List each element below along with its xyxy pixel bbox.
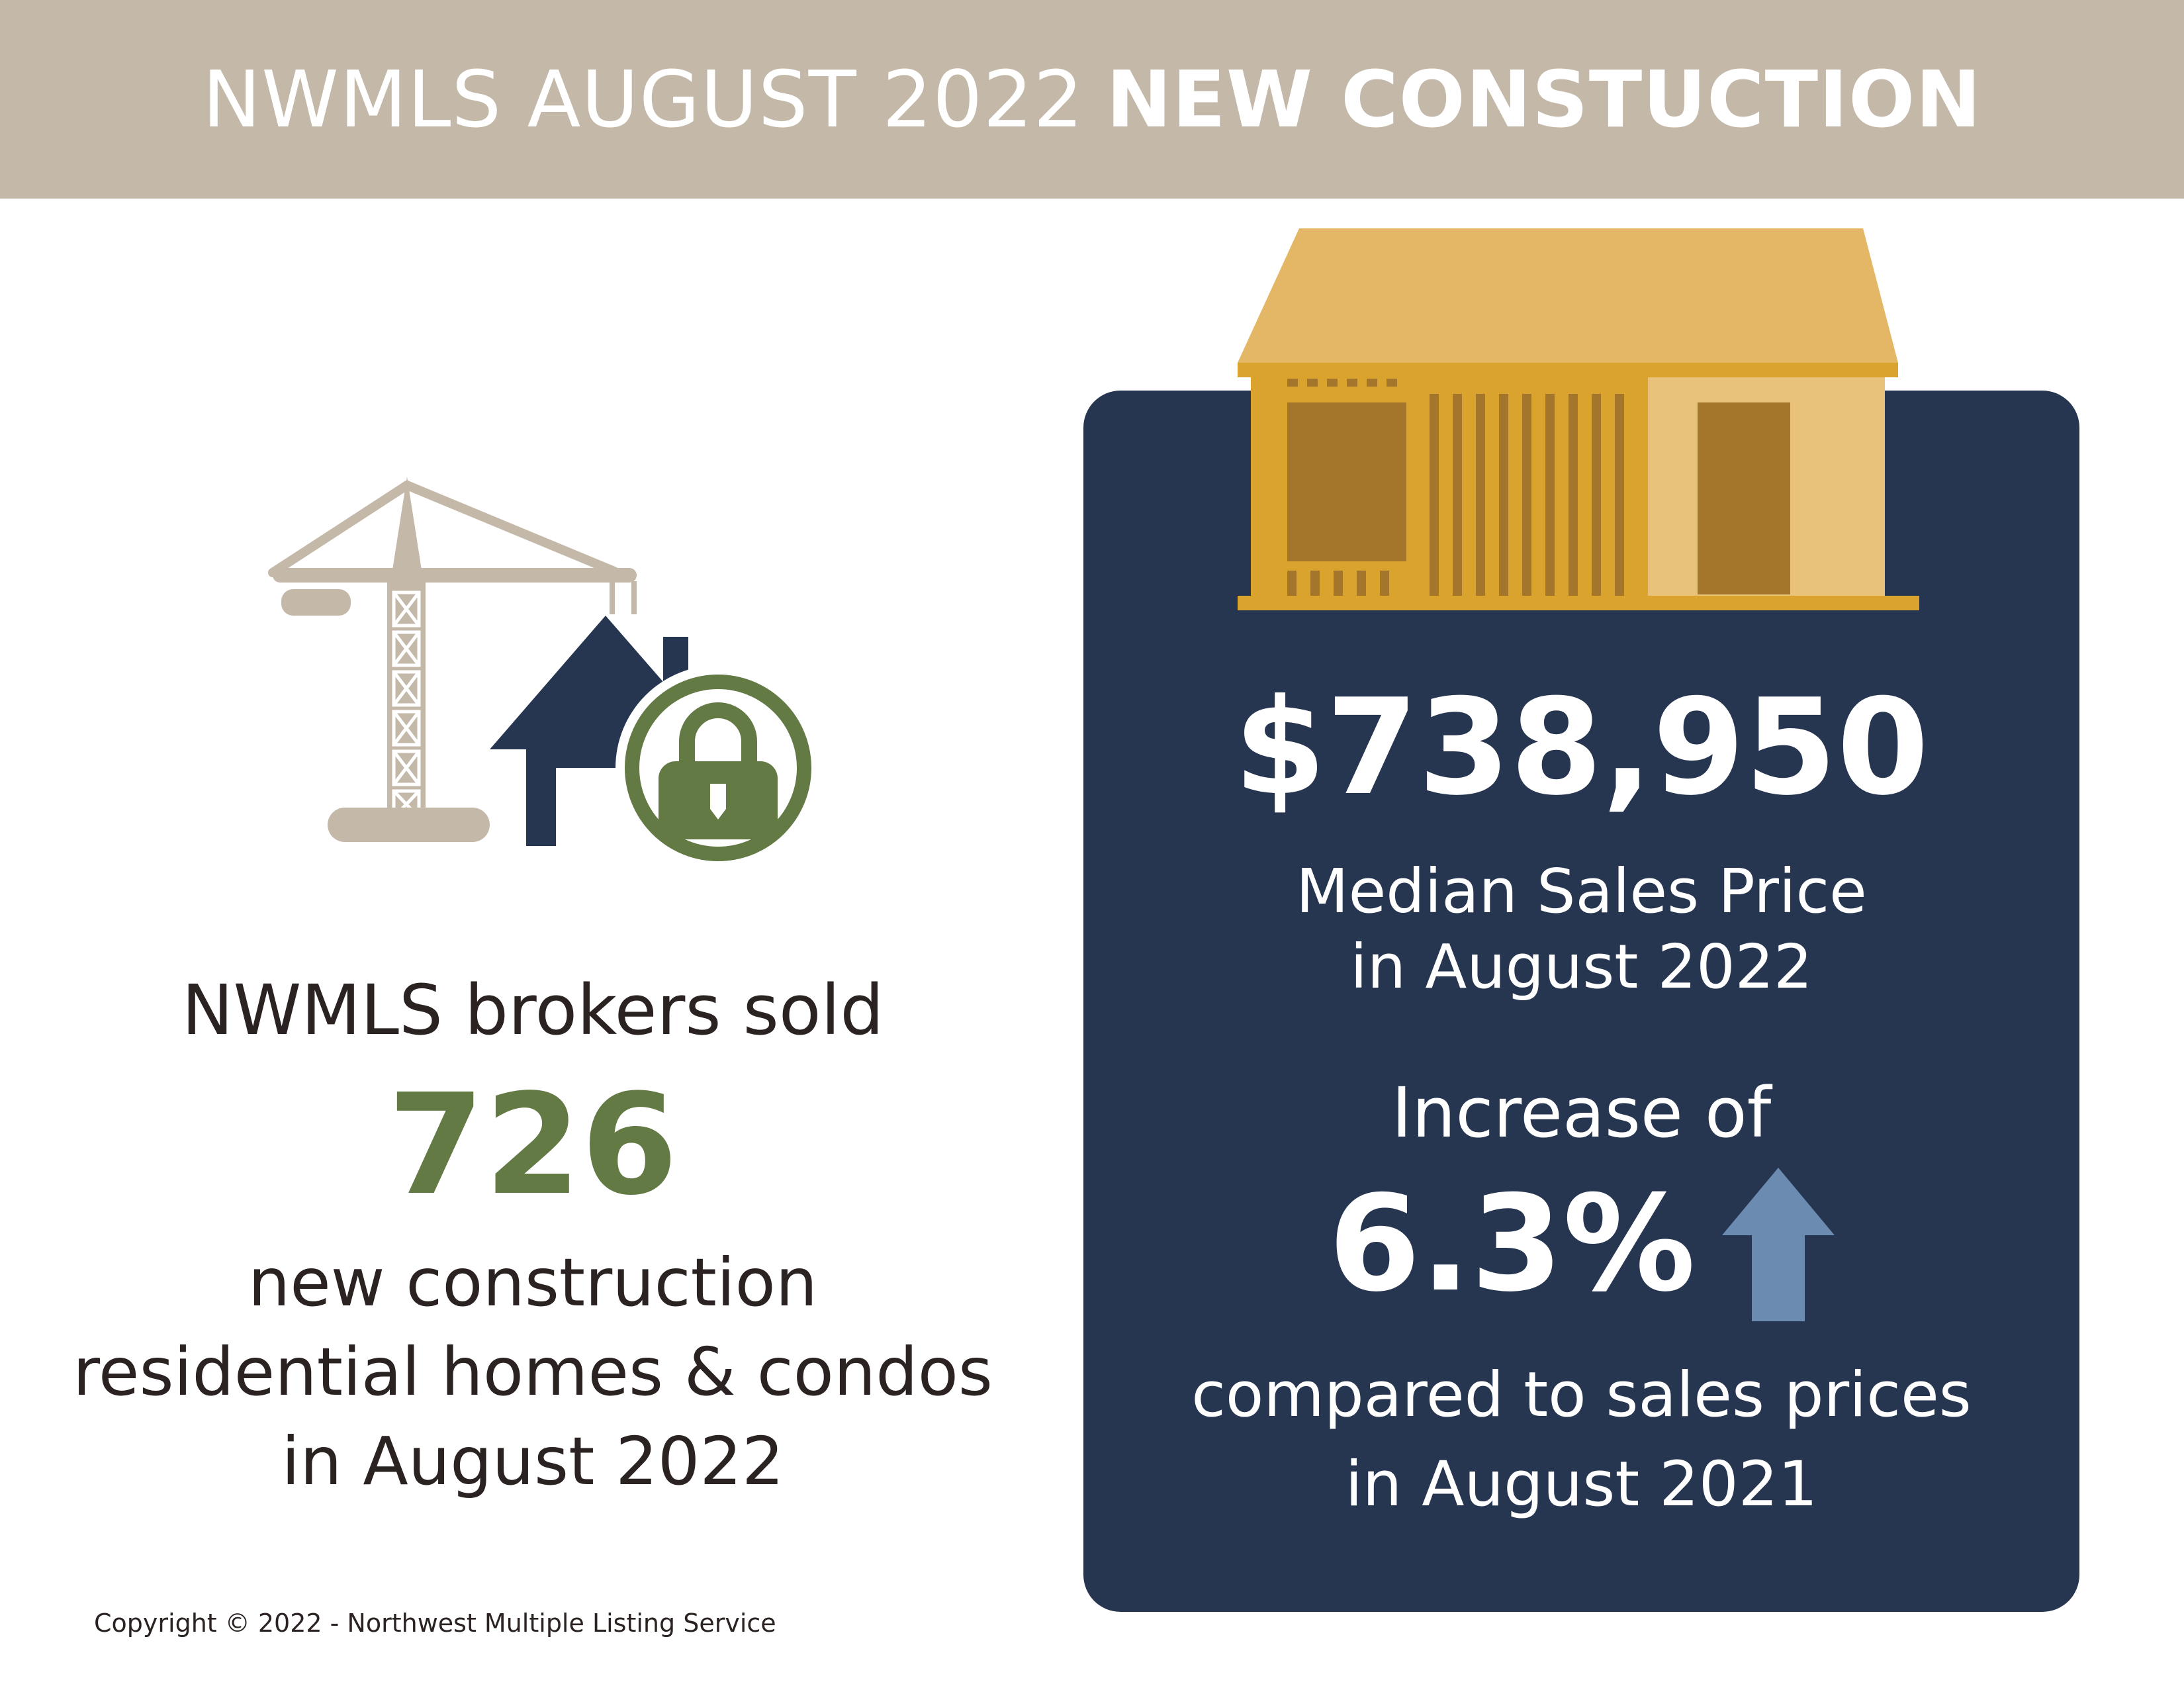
lock-icon (615, 665, 821, 870)
header-title-bold: NEW CONSTUCTION (1106, 54, 1982, 145)
comparison-text-line: compared to sales prices (1191, 1359, 1972, 1431)
crane-icon (268, 477, 637, 842)
crane-house-lock-graphic (268, 477, 821, 870)
sold-description-line: in August 2022 (281, 1423, 784, 1500)
median-price-label: Median Sales Price in August 2022 (1083, 854, 2079, 1005)
sold-description: new construction residential homes & con… (26, 1238, 1039, 1506)
header-title-light: NWMLS AUGUST 2022 (202, 54, 1084, 145)
sold-count: 726 (387, 1064, 678, 1226)
house-icon (490, 616, 688, 846)
price-change-row: 6.3% (1083, 1165, 2079, 1324)
copyright-notice: Copyright © 2022 - Northwest Multiple Li… (94, 1609, 776, 1638)
increase-label: Increase of (1391, 1072, 1772, 1153)
median-price-label-line: Median Sales Price (1296, 856, 1867, 927)
sold-lead-text: NWMLS brokers sold (181, 970, 884, 1051)
median-price-value: $738,950 (1234, 671, 1929, 825)
sold-description-line: new construction (248, 1244, 818, 1321)
median-price-label-line: in August 2022 (1350, 931, 1813, 1002)
price-change-value: 6.3% (1328, 1167, 1696, 1321)
comparison-text: compared to sales prices in August 2021 (1083, 1350, 2079, 1529)
comparison-text-line: in August 2021 (1345, 1448, 1818, 1521)
up-arrow-icon (1721, 1168, 1835, 1321)
sold-description-line: residential homes & condos (73, 1333, 993, 1411)
house-framing-icon (1238, 228, 1919, 610)
page-header: NWMLS AUGUST 2022 NEW CONSTUCTION (0, 0, 2184, 199)
